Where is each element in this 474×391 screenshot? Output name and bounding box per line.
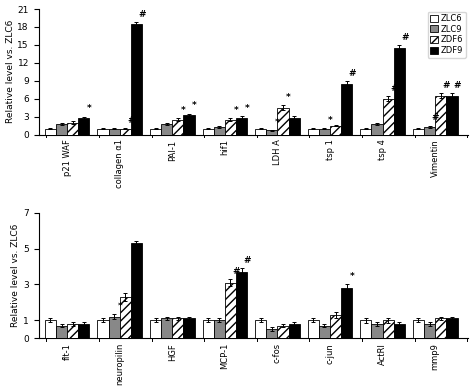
Bar — [109, 317, 120, 338]
Bar — [289, 118, 300, 135]
Bar — [78, 118, 90, 135]
Bar — [255, 320, 266, 338]
Bar — [131, 24, 142, 135]
Bar — [67, 123, 78, 135]
Bar — [308, 320, 319, 338]
Bar — [424, 127, 435, 135]
Bar — [383, 320, 394, 338]
Bar — [435, 319, 447, 338]
Text: *: * — [350, 272, 355, 281]
Text: *: * — [181, 106, 186, 115]
Text: *: * — [192, 102, 197, 111]
Bar — [183, 115, 195, 135]
Text: *: * — [275, 118, 280, 127]
Bar — [289, 324, 300, 338]
Bar — [447, 96, 457, 135]
Bar — [78, 324, 90, 338]
Text: #: # — [127, 115, 135, 124]
Text: *: * — [118, 302, 122, 311]
Text: #: # — [454, 81, 461, 90]
Bar — [131, 243, 142, 338]
Bar — [266, 329, 277, 338]
Bar — [150, 320, 161, 338]
Bar — [372, 124, 383, 135]
Bar — [97, 129, 109, 135]
Bar — [161, 319, 173, 338]
Text: *: * — [286, 93, 291, 102]
Text: #: # — [349, 69, 356, 78]
Bar — [360, 129, 372, 135]
Y-axis label: Relative level vs. ZLC6: Relative level vs. ZLC6 — [11, 224, 20, 327]
Bar — [330, 126, 341, 135]
Bar — [341, 288, 353, 338]
Text: #: # — [443, 81, 450, 90]
Bar — [319, 129, 330, 135]
Bar — [161, 124, 173, 135]
Bar — [214, 320, 225, 338]
Bar — [319, 326, 330, 338]
Bar — [236, 272, 247, 338]
Bar — [120, 297, 131, 338]
Bar — [308, 129, 319, 135]
Bar — [447, 319, 457, 338]
Bar — [97, 320, 109, 338]
Legend: ZLC6, ZLC9, ZDF6, ZDF9: ZLC6, ZLC9, ZDF6, ZDF9 — [428, 12, 466, 57]
Text: #: # — [390, 84, 398, 93]
Bar — [360, 320, 372, 338]
Bar — [56, 124, 67, 135]
Text: #: # — [232, 267, 240, 276]
Bar — [109, 129, 120, 135]
Bar — [277, 108, 289, 135]
Text: *: * — [245, 104, 250, 113]
Bar — [236, 118, 247, 135]
Bar — [225, 283, 236, 338]
Bar — [150, 129, 161, 135]
Bar — [225, 120, 236, 135]
Bar — [435, 96, 447, 135]
Bar — [56, 326, 67, 338]
Bar — [372, 324, 383, 338]
Bar — [266, 130, 277, 135]
Text: *: * — [328, 116, 332, 125]
Bar — [413, 129, 424, 135]
Text: #: # — [138, 10, 146, 19]
Bar — [202, 320, 214, 338]
Text: #: # — [244, 256, 251, 265]
Bar — [413, 320, 424, 338]
Text: *: * — [87, 104, 92, 113]
Bar — [173, 319, 183, 338]
Bar — [277, 326, 289, 338]
Bar — [183, 319, 195, 338]
Y-axis label: Relative level vs. ZLC6: Relative level vs. ZLC6 — [6, 20, 15, 124]
Bar — [202, 129, 214, 135]
Text: *: * — [234, 106, 238, 115]
Bar — [394, 48, 405, 135]
Bar — [45, 129, 56, 135]
Bar — [120, 129, 131, 135]
Bar — [173, 120, 183, 135]
Bar — [394, 324, 405, 338]
Bar — [341, 84, 353, 135]
Bar — [255, 129, 266, 135]
Text: #: # — [401, 33, 409, 42]
Bar — [45, 320, 56, 338]
Bar — [330, 315, 341, 338]
Bar — [424, 324, 435, 338]
Bar — [383, 99, 394, 135]
Bar — [214, 127, 225, 135]
Bar — [67, 324, 78, 338]
Text: #: # — [431, 113, 439, 122]
